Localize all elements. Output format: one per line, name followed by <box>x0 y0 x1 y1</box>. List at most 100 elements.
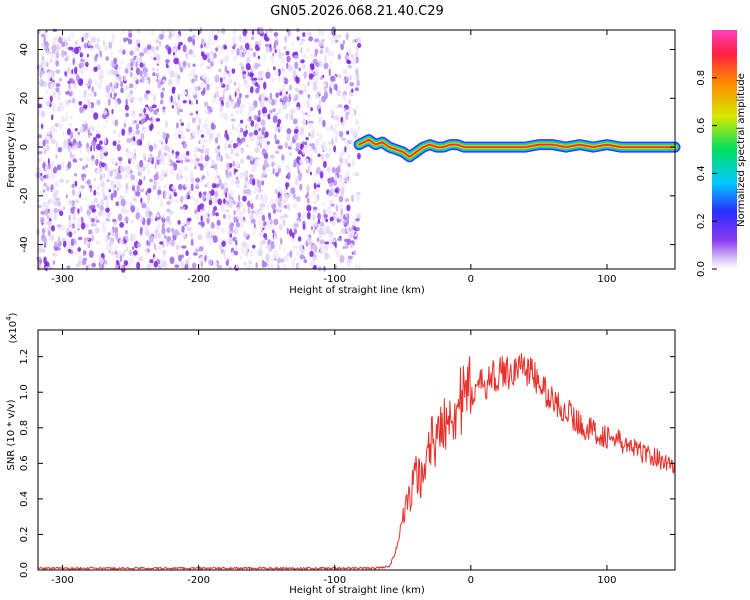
noise-speckle <box>227 198 233 203</box>
noise-speckle <box>278 87 282 92</box>
noise-speckle <box>199 81 205 88</box>
noise-speckle <box>313 182 317 190</box>
noise-speckle <box>351 88 354 93</box>
noise-speckle <box>48 230 51 237</box>
noise-speckle <box>113 92 118 98</box>
noise-speckle <box>126 37 129 41</box>
noise-speckle <box>335 135 338 143</box>
noise-speckle <box>112 140 117 147</box>
noise-speckle <box>96 38 100 43</box>
noise-speckle <box>266 203 270 209</box>
noise-speckle <box>259 75 262 80</box>
noise-speckle <box>318 134 323 141</box>
noise-speckle <box>330 176 335 184</box>
noise-speckle <box>83 33 89 40</box>
noise-speckle <box>178 93 183 98</box>
noise-speckle <box>228 94 232 101</box>
noise-speckle <box>239 127 244 133</box>
noise-speckle <box>264 53 267 61</box>
noise-speckle <box>244 94 249 99</box>
noise-speckle <box>345 76 348 82</box>
noise-speckle <box>124 249 127 253</box>
noise-speckle <box>298 173 302 182</box>
noise-speckle <box>281 79 285 83</box>
noise-speckle <box>223 198 226 205</box>
noise-speckle <box>68 231 73 238</box>
noise-speckle <box>233 209 236 216</box>
noise-speckle <box>43 242 47 249</box>
noise-speckle <box>235 222 241 228</box>
noise-speckle <box>330 75 335 82</box>
noise-speckle <box>328 68 331 77</box>
noise-speckle <box>138 165 144 173</box>
noise-speckle <box>215 225 221 231</box>
noise-speckle <box>38 123 41 128</box>
noise-speckle <box>115 245 118 250</box>
noise-speckle <box>303 85 308 94</box>
noise-speckle <box>189 173 194 179</box>
noise-speckle <box>239 223 244 229</box>
noise-speckle <box>338 34 341 39</box>
noise-speckle <box>286 203 291 211</box>
noise-speckle <box>255 262 258 269</box>
noise-speckle <box>163 191 167 199</box>
noise-speckle <box>84 224 90 228</box>
noise-speckle <box>189 112 194 116</box>
noise-speckle <box>181 245 187 249</box>
noise-speckle <box>315 166 321 175</box>
noise-speckle <box>222 248 227 257</box>
noise-speckle <box>200 261 203 268</box>
noise-speckle <box>291 238 296 242</box>
noise-speckle <box>356 37 361 44</box>
noise-speckle <box>155 37 160 43</box>
noise-speckle <box>242 38 246 44</box>
noise-speckle <box>57 123 63 129</box>
y-tick-label: 0.4 <box>19 491 30 507</box>
noise-speckle <box>66 67 71 75</box>
noise-speckle <box>195 99 198 105</box>
noise-speckle <box>138 56 143 64</box>
noise-speckle <box>51 44 57 52</box>
noise-speckle <box>327 233 333 238</box>
noise-speckle <box>193 252 198 256</box>
noise-speckle <box>259 224 262 231</box>
noise-speckle <box>116 186 119 192</box>
noise-speckle <box>83 67 89 71</box>
noise-speckle <box>285 182 290 188</box>
noise-speckle <box>234 227 239 235</box>
noise-speckle <box>131 159 134 165</box>
noise-speckle <box>171 185 176 190</box>
noise-speckle <box>268 99 273 104</box>
noise-speckle <box>130 174 136 181</box>
noise-speckle <box>65 111 69 117</box>
noise-speckle <box>269 92 273 100</box>
noise-speckle <box>343 68 348 75</box>
noise-speckle <box>210 122 215 131</box>
noise-speckle <box>192 131 197 137</box>
noise-speckle <box>141 202 147 209</box>
noise-speckle <box>156 223 161 229</box>
noise-speckle <box>82 104 88 109</box>
noise-speckle <box>114 79 117 87</box>
noise-speckle <box>178 183 183 191</box>
noise-speckle <box>218 151 221 158</box>
noise-speckle <box>330 203 335 207</box>
noise-speckle <box>197 234 203 241</box>
noise-speckle <box>240 65 245 71</box>
noise-speckle <box>194 165 197 170</box>
noise-speckle <box>68 82 71 91</box>
noise-speckle <box>266 252 270 261</box>
noise-speckle <box>43 201 48 208</box>
noise-speckle <box>171 149 174 154</box>
noise-speckle <box>233 216 237 223</box>
noise-speckle <box>214 74 220 83</box>
noise-speckle <box>103 144 108 153</box>
noise-speckle <box>277 186 283 193</box>
noise-speckle <box>99 152 104 160</box>
noise-speckle <box>243 79 248 84</box>
noise-speckle <box>333 193 339 198</box>
noise-speckle <box>221 57 227 62</box>
noise-speckle <box>282 92 286 97</box>
noise-speckle <box>156 68 159 72</box>
noise-speckle <box>180 206 183 210</box>
